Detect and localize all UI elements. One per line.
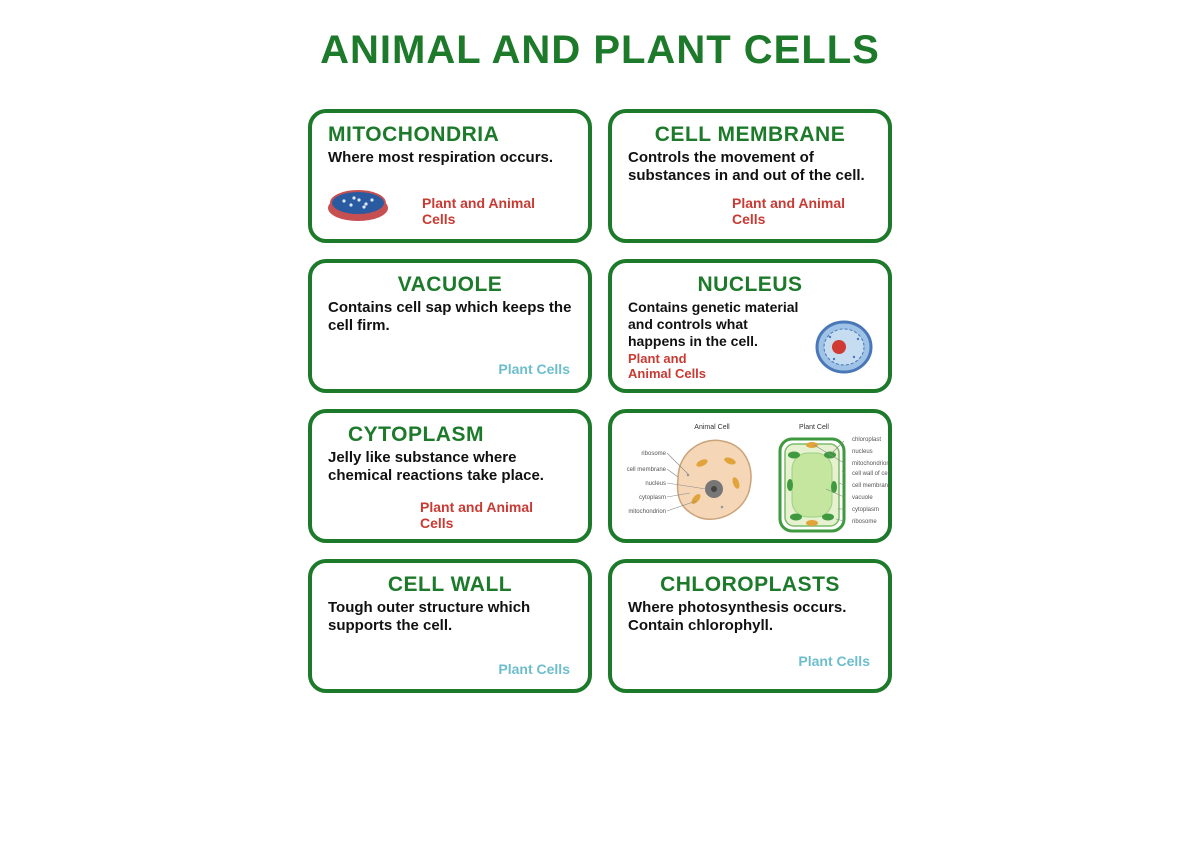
card-tag: Plant and Animal Cells	[420, 499, 552, 531]
card-desc: Where most respiration occurs.	[328, 149, 572, 167]
card-title: CYTOPLASM	[328, 423, 572, 447]
svg-text:chloroplast: chloroplast	[852, 437, 881, 443]
card-title: CELL WALL	[328, 573, 572, 597]
cell-diagram-icon: Animal Cell Plant Cell ribosome cell mem…	[618, 419, 890, 541]
svg-text:vacuole: vacuole	[852, 495, 873, 501]
card-desc: Contains cell sap which keeps the cell f…	[328, 299, 572, 336]
svg-text:nucleus: nucleus	[852, 449, 873, 455]
card-desc: Jelly like substance where chemical reac…	[328, 449, 572, 486]
card-nucleus: NUCLEUS Contains genetic material and co…	[608, 259, 892, 393]
card-title: CHLOROPLASTS	[628, 573, 872, 597]
card-tag: Plant Cells	[498, 361, 570, 377]
card-desc: Contains genetic material and controls w…	[628, 299, 803, 350]
card-title: VACUOLE	[328, 273, 572, 297]
card-desc: Controls the movement of substances in a…	[628, 149, 872, 186]
card-title: MITOCHONDRIA	[328, 123, 572, 147]
svg-text:ribosome: ribosome	[641, 451, 666, 457]
svg-text:cell wall of cellulose: cell wall of cellulose	[852, 471, 890, 477]
card-mitochondria: MITOCHONDRIA Where most respiration occu…	[308, 109, 592, 243]
diagram-plant-label: Plant Cell	[799, 424, 829, 431]
svg-text:cell membrane: cell membrane	[627, 467, 667, 473]
nucleus-icon	[814, 319, 874, 380]
card-title: CELL MEMBRANE	[628, 123, 872, 147]
card-tag: Plant Cells	[498, 661, 570, 677]
svg-text:ribosome: ribosome	[852, 519, 877, 525]
svg-text:cytoplasm: cytoplasm	[852, 507, 879, 513]
card-tag: Plant and Animal Cells	[628, 352, 728, 382]
card-desc: Where photosynthesis occurs. Contain chl…	[628, 599, 872, 636]
card-tag: Plant and Animal Cells	[732, 195, 864, 227]
svg-text:cell membrane: cell membrane	[852, 483, 890, 489]
diagram-animal-label: Animal Cell	[694, 424, 730, 431]
card-chloroplasts: CHLOROPLASTS Where photosynthesis occurs…	[608, 559, 892, 693]
card-cytoplasm: CYTOPLASM Jelly like substance where che…	[308, 409, 592, 543]
card-title: NUCLEUS	[628, 273, 872, 297]
card-tag: Plant and Animal Cells	[422, 195, 542, 227]
card-cell-membrane: CELL MEMBRANE Controls the movement of s…	[608, 109, 892, 243]
cards-grid: MITOCHONDRIA Where most respiration occu…	[308, 109, 892, 693]
svg-text:mitochondrion: mitochondrion	[628, 509, 666, 515]
card-vacuole: VACUOLE Contains cell sap which keeps th…	[308, 259, 592, 393]
svg-text:nucleus: nucleus	[645, 481, 666, 487]
mitochondria-icon	[326, 186, 390, 229]
card-cell-wall: CELL WALL Tough outer structure which su…	[308, 559, 592, 693]
svg-text:cytoplasm: cytoplasm	[639, 495, 666, 501]
card-desc: Tough outer structure which supports the…	[328, 599, 572, 636]
card-cell-diagram: Animal Cell Plant Cell ribosome cell mem…	[608, 409, 892, 543]
card-tag: Plant Cells	[798, 653, 870, 669]
svg-text:mitochondrion: mitochondrion	[852, 461, 890, 467]
page-title: ANIMAL AND PLANT CELLS	[320, 28, 880, 73]
